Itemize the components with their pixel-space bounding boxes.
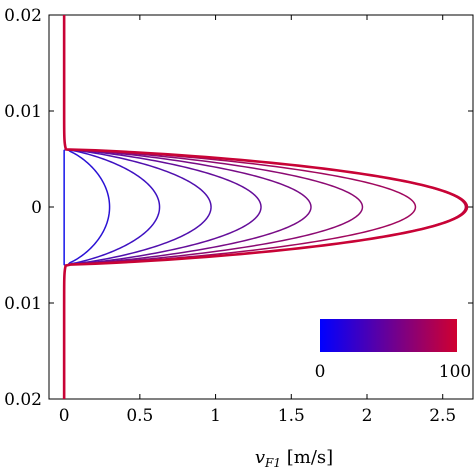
- colorbar-max-label: 100: [439, 362, 471, 382]
- tick-marks: [49, 14, 473, 400]
- x-tick-label: 0: [59, 406, 70, 426]
- series-line: [63, 15, 111, 399]
- x-tick-label: 2.5: [429, 406, 456, 426]
- series-line: [63, 15, 262, 399]
- colorbar-min-label: 0: [315, 362, 326, 382]
- series-line: [63, 15, 212, 399]
- x-axis-title: vF1 [m/s]: [255, 447, 333, 470]
- y-tick-label: 0.01: [4, 102, 42, 122]
- series-line: [62, 15, 469, 399]
- colorbar: [320, 319, 457, 352]
- y-tick-label: 0.02: [4, 6, 42, 26]
- x-tick-label: 0.5: [126, 406, 153, 426]
- x-tick-label: 1: [210, 406, 221, 426]
- series-group: [62, 15, 469, 399]
- x-tick-label: 1.5: [278, 406, 305, 426]
- x-axis-title-unit: [m/s]: [281, 447, 333, 468]
- y-tick-label: 0.02: [4, 390, 42, 410]
- y-tick-label: 0.01: [4, 294, 42, 314]
- x-axis-title-main: v: [255, 447, 265, 468]
- series-line: [63, 15, 312, 399]
- x-tick-label: 2: [362, 406, 373, 426]
- y-tick-label: 0: [31, 198, 42, 218]
- tick-labels: 0 0.5 1 1.5 2 2.5 0.02 0.01 0 0.01 0.02: [4, 6, 456, 426]
- series-line: [63, 15, 161, 399]
- x-axis-title-sub: F1: [264, 456, 281, 470]
